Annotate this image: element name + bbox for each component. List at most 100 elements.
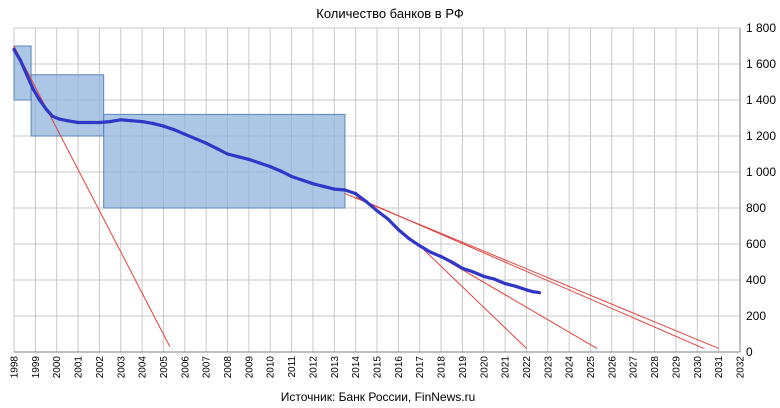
x-tick-label: 2017 <box>415 356 426 379</box>
data-point <box>12 48 16 52</box>
x-tick-label: 2000 <box>52 356 63 379</box>
data-point <box>386 217 390 221</box>
y-tick-label: 0 <box>746 345 753 359</box>
data-point <box>215 147 219 151</box>
x-tick-label: 2014 <box>351 356 362 379</box>
data-point <box>172 128 176 132</box>
x-tick-label: 2003 <box>116 356 127 379</box>
x-tick-label: 2007 <box>202 356 213 379</box>
data-point <box>343 188 347 192</box>
trend-line <box>355 196 704 349</box>
x-tick-label: 2027 <box>629 356 640 379</box>
x-tick-label: 2031 <box>714 356 725 379</box>
highlight-box <box>103 113 346 209</box>
data-point <box>236 155 240 159</box>
chart-source: Источник: Банк России, FinNews.ru <box>281 390 476 404</box>
data-point <box>31 87 35 91</box>
y-tick-label: 400 <box>746 273 766 287</box>
x-tick-label: 1998 <box>10 356 21 379</box>
chart-title: Количество банков в РФ <box>316 6 464 21</box>
x-tick-label: 2020 <box>479 356 490 379</box>
data-point <box>492 277 497 281</box>
data-point <box>460 266 465 270</box>
data-point <box>247 157 251 161</box>
y-tick-label: 1 200 <box>746 129 776 143</box>
data-point <box>151 121 155 125</box>
x-tick-label: 2013 <box>330 356 341 379</box>
data-point <box>332 187 336 191</box>
y-tick-label: 200 <box>746 309 766 323</box>
data-point <box>97 120 102 125</box>
data-point <box>183 132 187 136</box>
x-tick-label: 2010 <box>266 356 277 379</box>
data-point <box>18 58 23 63</box>
data-point <box>407 237 411 241</box>
data-point <box>257 161 262 165</box>
x-tick-label: 2032 <box>736 356 747 379</box>
series-line <box>12 47 541 295</box>
data-point <box>87 120 91 125</box>
x-tick-label: 2024 <box>565 356 576 379</box>
y-tick-label: 1 800 <box>746 21 776 35</box>
x-tick-label: 2006 <box>180 356 191 379</box>
data-point <box>129 119 134 123</box>
x-tick-label: 2008 <box>223 356 234 379</box>
y-tick-label: 600 <box>746 237 766 251</box>
data-point <box>531 290 535 294</box>
data-point <box>354 192 358 196</box>
data-point <box>161 124 166 128</box>
data-point <box>300 178 304 182</box>
data-point <box>375 209 379 213</box>
data-point <box>38 98 42 102</box>
y-tick-label: 1 400 <box>746 93 776 107</box>
data-point <box>450 260 454 264</box>
x-tick-label: 2029 <box>671 356 682 379</box>
data-point <box>279 169 283 173</box>
trend-line <box>419 245 527 349</box>
data-point <box>108 120 112 124</box>
data-point <box>482 274 486 278</box>
data-point <box>537 291 541 295</box>
data-point <box>57 117 61 121</box>
data-point <box>524 288 529 292</box>
data-point <box>44 107 48 111</box>
x-tick-label: 2016 <box>394 356 405 379</box>
trend-line <box>13 45 171 347</box>
x-tick-label: 2012 <box>308 356 319 379</box>
x-tick-label: 2023 <box>543 356 554 379</box>
plot-area: 0 200 400 600 800 1 000 1 200 1 400 1 600 1 800 19… <box>10 21 777 378</box>
data-point <box>439 255 443 259</box>
x-tick-label: 2009 <box>244 356 255 379</box>
x-tick-label: 2026 <box>607 356 618 379</box>
data-point <box>140 120 144 124</box>
x-tick-label: 2015 <box>373 356 384 379</box>
data-point <box>514 284 518 288</box>
data-point <box>471 270 475 274</box>
x-tick-label: 1999 <box>31 356 42 379</box>
x-tick-label: 2019 <box>458 356 469 379</box>
data-point <box>428 250 432 254</box>
y-tick-label: 800 <box>746 201 766 215</box>
x-tick-label: 2018 <box>437 356 448 379</box>
y-tick-label: 1 000 <box>746 165 776 179</box>
x-tick-label: 2022 <box>522 356 533 379</box>
x-tick-label: 2004 <box>138 356 149 379</box>
data-point <box>396 228 400 232</box>
data-point <box>119 118 123 122</box>
x-tick-label: 2028 <box>650 356 661 379</box>
data-point <box>204 141 208 145</box>
data-point <box>76 120 80 125</box>
data-point <box>50 114 55 118</box>
data-point <box>289 174 294 179</box>
x-tick-label: 2021 <box>501 356 512 379</box>
x-tick-label: 2002 <box>95 356 106 379</box>
x-tick-label: 2011 <box>287 356 298 378</box>
data-point <box>25 73 29 77</box>
data-point <box>65 119 69 123</box>
x-tick-label: 2005 <box>159 356 170 379</box>
data-point <box>322 184 326 188</box>
data-point <box>503 282 507 286</box>
x-tick-label: 2030 <box>693 356 704 379</box>
data-point <box>311 182 315 186</box>
